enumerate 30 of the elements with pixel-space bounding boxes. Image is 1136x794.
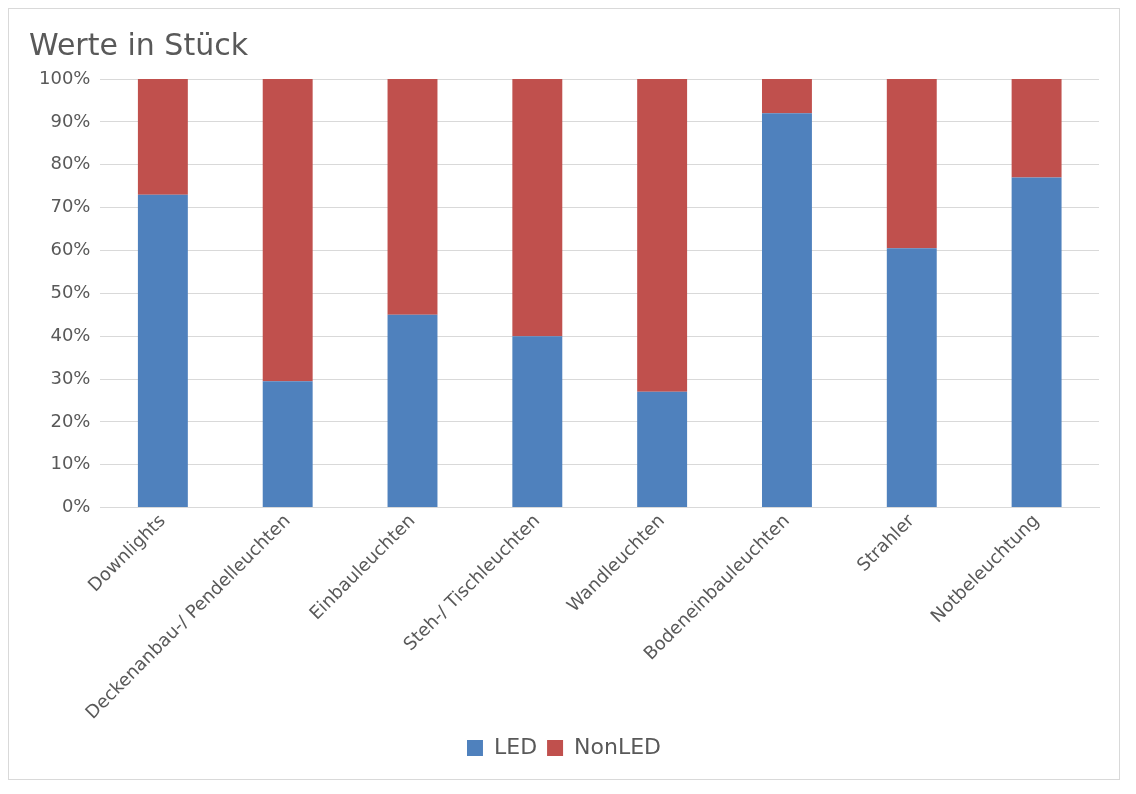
bar [137,194,188,508]
y-tick-label: 100% [38,66,91,88]
bar [761,113,812,508]
bar [137,79,188,195]
chart-title: Werte in Stück [29,26,249,62]
bar [512,79,563,337]
y-tick-label: 0% [61,495,91,517]
y-tick-label: 80% [50,152,91,174]
bar [886,79,937,249]
bar [637,79,688,392]
bar [262,79,313,382]
y-tick-label: 70% [50,195,91,217]
legend-label: NonLED [574,733,662,759]
bar [387,314,438,508]
bar [512,336,563,508]
y-tick-label: 60% [50,238,91,260]
y-tick-label: 50% [50,280,91,302]
y-tick-label: 30% [50,366,91,388]
y-tick-label: 20% [50,409,91,431]
bar [1011,177,1062,508]
bar [262,381,313,508]
y-tick-label: 90% [50,109,91,131]
bar [1011,79,1062,178]
y-tick-label: 40% [50,323,91,345]
legend-label: LED [493,733,538,759]
y-tick-label: 10% [50,452,91,474]
bar [761,79,812,114]
bar [886,248,937,508]
bar [637,391,688,508]
bar [387,79,438,315]
